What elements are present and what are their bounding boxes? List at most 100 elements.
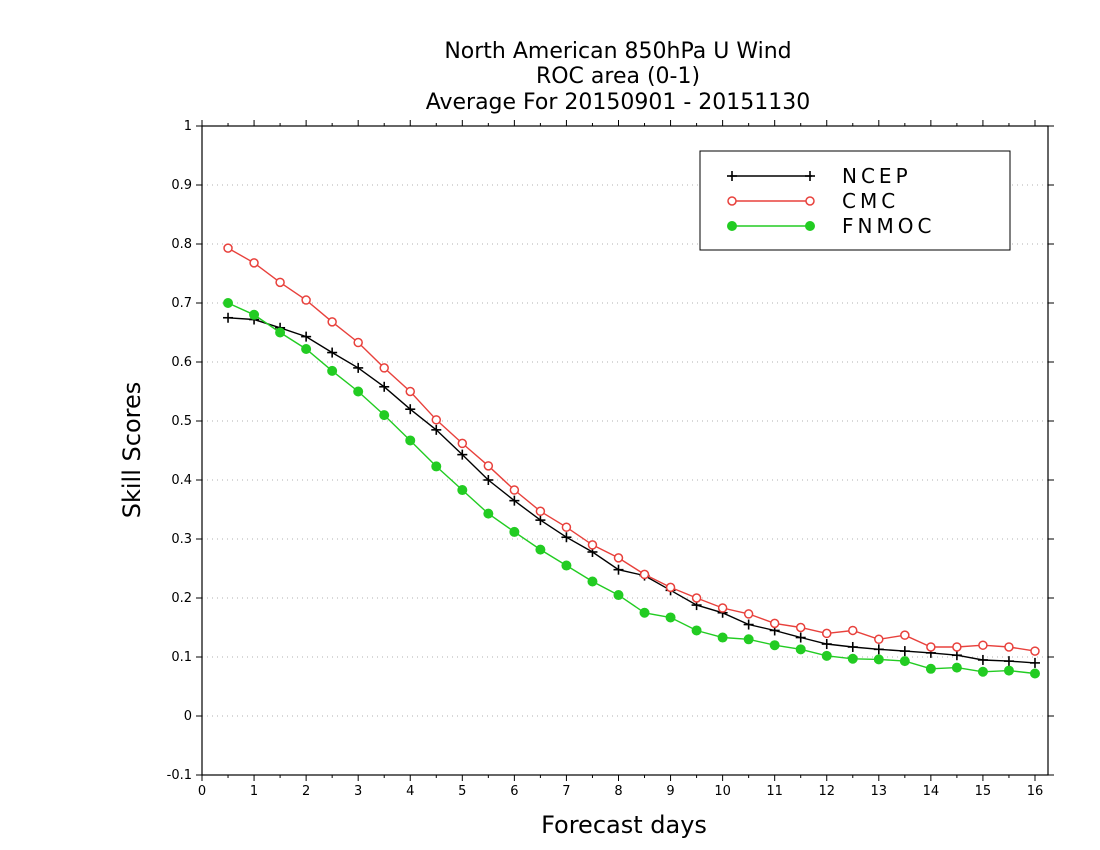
data-point-fnmoc xyxy=(457,485,468,496)
data-point-fnmoc xyxy=(769,640,780,651)
data-point-fnmoc xyxy=(483,508,494,519)
legend-entry-fnmoc: FNMOC xyxy=(727,214,931,238)
plot-area-frame xyxy=(201,125,1049,776)
data-point-ncep xyxy=(821,639,832,650)
data-point-ncep xyxy=(223,312,234,323)
series-fnmoc xyxy=(223,298,1040,679)
data-point-cmc xyxy=(639,569,650,580)
data-point-cmc xyxy=(717,603,728,613)
data-point-fnmoc xyxy=(431,461,442,472)
y-tick-label: 0.4 xyxy=(171,473,192,488)
data-point-cmc xyxy=(249,258,259,268)
data-point-cmc xyxy=(483,461,494,471)
data-point-fnmoc xyxy=(743,634,754,645)
legend-marker-ncep xyxy=(727,171,737,181)
data-point-fnmoc xyxy=(951,662,962,673)
x-tick-label: 2 xyxy=(302,784,310,799)
data-point-cmc xyxy=(353,337,363,348)
chart-title: North American 850hPa U Wind ROC area (0… xyxy=(426,39,811,115)
data-point-cmc xyxy=(379,363,389,373)
y-tick-label: 0.9 xyxy=(171,178,192,193)
x-tick-label: 5 xyxy=(458,784,466,799)
data-point-fnmoc xyxy=(405,435,416,446)
data-point-cmc xyxy=(535,506,546,517)
grid-lines xyxy=(202,184,1048,717)
x-tick-label: 1 xyxy=(250,784,258,799)
data-point-cmc xyxy=(874,634,884,645)
data-point-fnmoc xyxy=(353,386,364,397)
data-point-fnmoc xyxy=(275,327,286,338)
legend-entry-ncep: NCEP xyxy=(727,164,908,188)
data-point-fnmoc xyxy=(925,663,936,674)
data-point-fnmoc xyxy=(1003,665,1014,676)
data-point-cmc xyxy=(821,628,832,639)
data-point-fnmoc xyxy=(509,526,520,537)
data-point-cmc xyxy=(431,415,442,425)
x-tick-label: 15 xyxy=(975,784,992,799)
y-tick-label: 0.5 xyxy=(171,414,192,429)
data-point-fnmoc xyxy=(249,309,260,320)
x-tick-label: 4 xyxy=(406,784,414,799)
data-point-ncep xyxy=(561,532,572,543)
data-point-cmc xyxy=(795,622,806,633)
data-point-ncep xyxy=(873,644,884,655)
x-tick-label: 14 xyxy=(923,784,940,799)
data-point-cmc xyxy=(926,642,936,652)
data-point-fnmoc xyxy=(327,365,338,376)
x-tick-label: 7 xyxy=(562,784,570,799)
data-point-ncep xyxy=(431,424,442,435)
data-point-ncep xyxy=(353,362,364,373)
data-point-ncep xyxy=(457,449,468,460)
data-point-fnmoc xyxy=(847,653,858,664)
data-point-ncep xyxy=(301,331,312,342)
chart-title-line-2: ROC area (0-1) xyxy=(536,64,700,89)
y-tick-label: 0.2 xyxy=(171,591,192,606)
data-point-ncep xyxy=(899,646,910,657)
series-line-ncep xyxy=(227,317,1036,664)
legend-entry-cmc: CMC xyxy=(727,189,895,213)
legend-marker-ncep xyxy=(805,171,815,181)
data-point-fnmoc xyxy=(223,298,234,308)
data-point-fnmoc xyxy=(873,654,884,665)
y-tick-label: 0.3 xyxy=(171,532,192,547)
data-point-cmc xyxy=(561,522,572,532)
chart-title-line-1: North American 850hPa U Wind xyxy=(444,39,791,64)
data-point-cmc xyxy=(587,540,598,550)
data-point-cmc xyxy=(275,277,285,288)
series-layer xyxy=(223,243,1040,679)
series-line-fnmoc xyxy=(227,302,1036,675)
x-tick-label: 6 xyxy=(510,784,518,799)
data-point-ncep xyxy=(509,495,520,506)
data-point-fnmoc xyxy=(691,625,702,636)
data-point-fnmoc xyxy=(665,612,676,623)
x-tick-label: 3 xyxy=(354,784,362,799)
data-point-ncep xyxy=(535,515,546,526)
y-tick-label: 0 xyxy=(184,709,192,724)
data-point-ncep xyxy=(1003,656,1014,667)
data-point-cmc xyxy=(613,553,624,563)
data-point-fnmoc xyxy=(535,544,546,555)
data-point-fnmoc xyxy=(587,576,598,587)
data-point-fnmoc xyxy=(795,644,806,655)
data-point-cmc xyxy=(691,593,702,603)
data-point-ncep xyxy=(379,381,390,392)
data-point-fnmoc xyxy=(899,656,910,667)
data-point-cmc xyxy=(978,640,988,650)
data-point-fnmoc xyxy=(717,632,728,643)
data-point-fnmoc xyxy=(821,650,832,661)
data-point-fnmoc xyxy=(639,607,650,618)
data-point-fnmoc xyxy=(379,410,390,421)
legend-marker-cmc xyxy=(805,196,815,206)
data-point-fnmoc xyxy=(301,344,312,355)
x-axis-label: Forecast days xyxy=(541,811,707,839)
data-point-ncep xyxy=(327,347,338,358)
y-tick-label: -0.1 xyxy=(167,768,192,783)
x-tick-label: 0 xyxy=(198,784,206,799)
data-point-cmc xyxy=(301,295,311,305)
y-tick-label: 0.1 xyxy=(171,650,192,665)
data-point-cmc xyxy=(900,630,910,640)
x-tick-label: 9 xyxy=(666,784,674,799)
legend-marker-cmc xyxy=(727,196,737,206)
data-point-fnmoc xyxy=(613,590,624,601)
data-point-ncep xyxy=(847,641,858,652)
